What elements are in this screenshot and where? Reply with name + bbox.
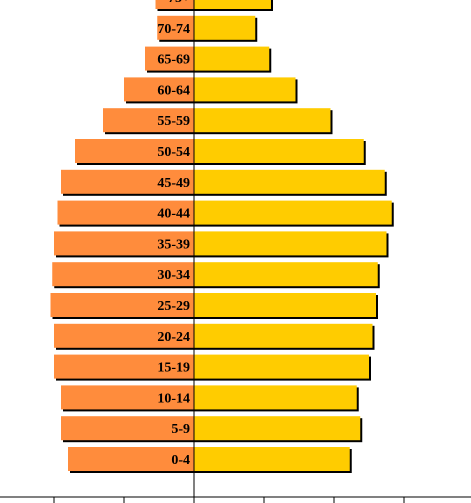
left-bar bbox=[61, 169, 194, 194]
right-bar bbox=[194, 46, 270, 71]
right-series-bars bbox=[194, 0, 394, 473]
age-group-label: 10-14 bbox=[157, 391, 190, 406]
age-group-label: 0-4 bbox=[171, 453, 190, 468]
left-bar bbox=[57, 200, 194, 225]
age-group-label: 65-69 bbox=[157, 53, 190, 68]
right-bar bbox=[194, 139, 364, 163]
right-bar bbox=[194, 200, 392, 225]
age-group-labels: 0-4 5-9 10-14 15-19 20-24 25-29 30-34 35-39 40-4… bbox=[157, 0, 190, 468]
left-bar bbox=[61, 385, 194, 410]
age-group-label: 50-54 bbox=[157, 145, 190, 160]
age-group-label: 25-29 bbox=[157, 299, 190, 314]
left-series-bars bbox=[50, 0, 196, 473]
left-bar bbox=[157, 15, 194, 40]
left-bar bbox=[124, 77, 194, 102]
right-bar bbox=[194, 447, 350, 471]
left-bar bbox=[155, 0, 194, 9]
left-bar bbox=[52, 262, 194, 287]
right-bar bbox=[194, 77, 296, 102]
age-group-label: 75+ bbox=[168, 0, 190, 6]
right-bar bbox=[194, 15, 256, 40]
left-bar bbox=[54, 231, 194, 256]
left-bar bbox=[54, 323, 194, 348]
age-group-label: 20-24 bbox=[157, 330, 190, 345]
right-bar bbox=[194, 262, 378, 287]
age-group-label: 55-59 bbox=[157, 114, 190, 129]
left-bar bbox=[54, 354, 194, 379]
right-bar bbox=[194, 108, 331, 133]
age-group-label: 45-49 bbox=[157, 176, 190, 191]
right-bar bbox=[194, 0, 271, 9]
left-bar bbox=[61, 416, 194, 441]
age-group-label: 40-44 bbox=[157, 207, 190, 222]
age-group-label: 5-9 bbox=[171, 422, 190, 437]
right-bar bbox=[194, 323, 373, 348]
age-group-label: 70-74 bbox=[157, 22, 190, 37]
left-bar bbox=[145, 46, 194, 71]
age-group-label: 60-64 bbox=[157, 83, 190, 98]
right-bar bbox=[194, 293, 376, 317]
left-bar bbox=[75, 139, 194, 163]
left-bar bbox=[103, 108, 194, 133]
age-group-label: 15-19 bbox=[157, 361, 190, 376]
left-bar bbox=[50, 293, 194, 317]
right-bar bbox=[194, 416, 361, 441]
right-bar bbox=[194, 169, 385, 194]
right-bar bbox=[194, 385, 357, 410]
left-bar bbox=[68, 447, 194, 471]
right-bar bbox=[194, 354, 369, 379]
right-bar bbox=[194, 231, 387, 256]
age-group-label: 30-34 bbox=[157, 268, 190, 283]
age-group-label: 35-39 bbox=[157, 237, 190, 252]
